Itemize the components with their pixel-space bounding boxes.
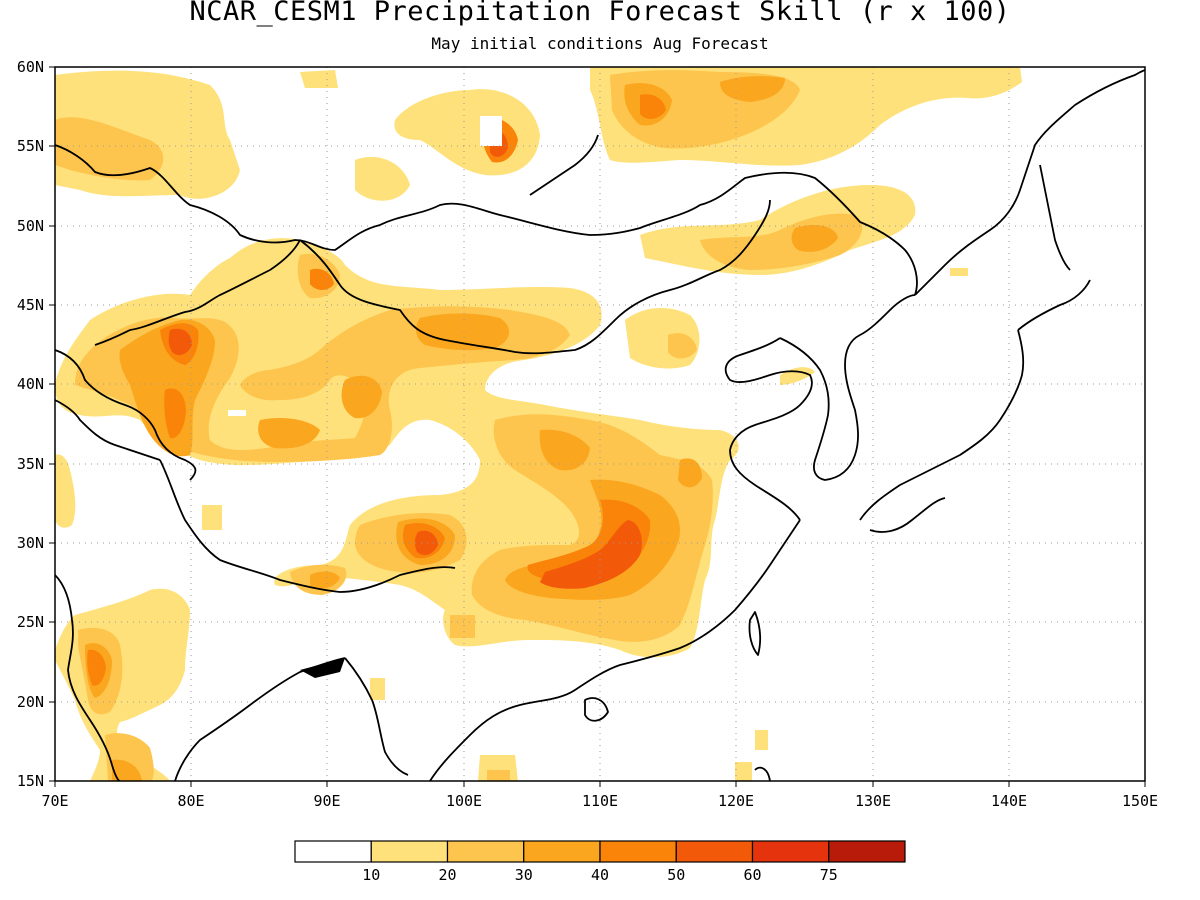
lat-tick-label: 40N	[17, 375, 44, 393]
colorbar-swatch	[294, 840, 372, 863]
axis-ticks	[49, 66, 1146, 787]
lon-tick-label: 120E	[718, 792, 754, 810]
colorbar-swatch	[523, 840, 601, 863]
lon-tick-label: 110E	[582, 792, 618, 810]
gridlines	[55, 67, 1145, 781]
colorbar: 10 20 30 40 50 60 75	[294, 840, 906, 884]
colorbar-label: 40	[591, 866, 609, 884]
colorbar-swatch	[751, 840, 830, 863]
map-subtitle: May initial conditions Aug Forecast	[431, 34, 769, 53]
lat-tick-label: 15N	[17, 772, 44, 790]
lat-tick-label: 60N	[17, 58, 44, 76]
lon-tick-label: 100E	[446, 792, 482, 810]
lon-tick-label: 140E	[991, 792, 1027, 810]
lat-tick-label: 55N	[17, 137, 44, 155]
lon-tick-label: 130E	[855, 792, 891, 810]
lat-tick-label: 20N	[17, 693, 44, 711]
lat-tick-label: 35N	[17, 455, 44, 473]
colorbar-label: 20	[438, 866, 456, 884]
lat-tick-label: 25N	[17, 613, 44, 631]
colorbar-label: 30	[515, 866, 533, 884]
lat-tick-label: 45N	[17, 296, 44, 314]
colorbar-swatch	[828, 840, 906, 863]
map-area	[55, 67, 1145, 781]
lon-tick-label: 150E	[1122, 792, 1158, 810]
lon-tick-label: 90E	[313, 792, 340, 810]
lat-tick-label: 50N	[17, 217, 44, 235]
colorbar-swatch	[675, 840, 754, 863]
colorbar-label: 75	[820, 866, 838, 884]
lat-tick-label: 30N	[17, 534, 44, 552]
colorbar-label: 10	[362, 866, 380, 884]
lon-tick-label: 80E	[177, 792, 204, 810]
lon-tick-label: 70E	[41, 792, 68, 810]
coastlines	[55, 69, 1145, 781]
colorbar-swatch	[599, 840, 677, 863]
colorbar-label: 50	[667, 866, 685, 884]
colorbar-swatch	[370, 840, 449, 863]
colorbar-label: 60	[743, 866, 761, 884]
lon-labels: 70E 80E 90E 100E 110E 120E 130E 140E 150…	[41, 792, 1158, 810]
colorbar-swatch	[446, 840, 525, 863]
page-title: NCAR_CESM1 Precipitation Forecast Skill …	[189, 0, 1011, 27]
lat-labels: 15N 20N 25N 30N 35N 40N 45N 50N 55N 60N	[17, 58, 44, 790]
masked-cells	[228, 116, 502, 416]
delta-marker	[300, 658, 345, 678]
